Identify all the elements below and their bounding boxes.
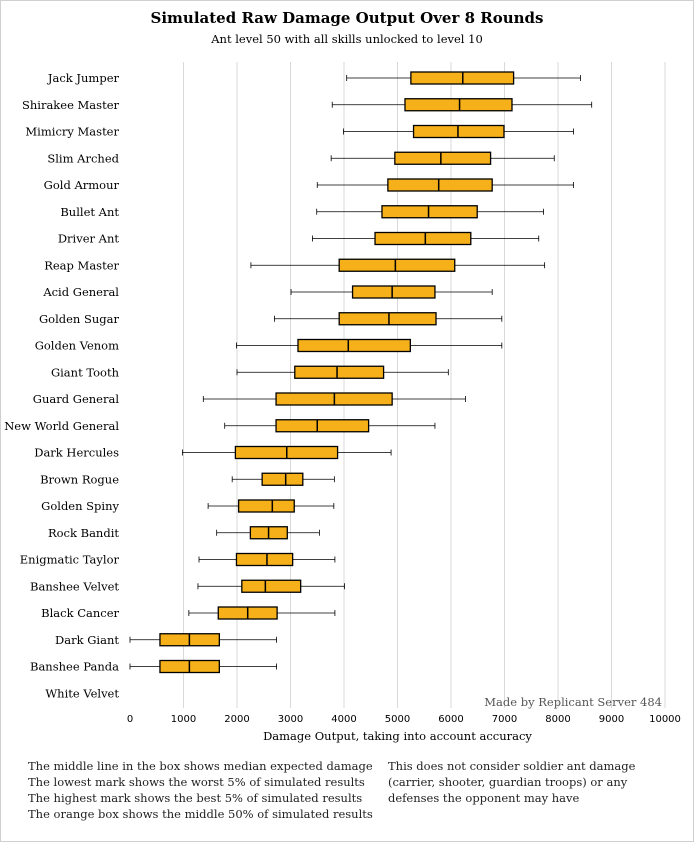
x-tick-label: 5000 [385, 714, 410, 725]
category-label: Dark Hercules [34, 446, 119, 460]
category-label: Brown Rogue [40, 472, 119, 486]
category-label: Guard General [33, 392, 120, 406]
note-line: The middle line in the box shows median … [28, 759, 373, 773]
category-label: Driver Ant [58, 232, 120, 246]
x-tick-label: 0 [127, 714, 133, 725]
category-label: Slim Arched [47, 151, 119, 165]
category-label: Rock Bandit [48, 526, 119, 540]
category-label: Mimicry Master [25, 125, 119, 139]
note-line: The orange box shows the middle 50% of s… [28, 807, 373, 821]
category-label: Golden Venom [35, 339, 119, 353]
category-label: Acid General [42, 285, 119, 299]
notes-left: The middle line in the box shows median … [28, 758, 373, 822]
iqr-box [394, 151, 492, 165]
note-line: defenses the opponent may have [388, 791, 580, 805]
category-label: Banshee Velvet [30, 579, 119, 593]
notes-right: This does not consider soldier ant damag… [388, 758, 668, 806]
watermark: Made by Replicant Server 484 [484, 695, 662, 709]
category-label: New World General [4, 419, 119, 433]
x-tick-label: 8000 [545, 714, 570, 725]
iqr-box [387, 178, 493, 192]
iqr-box [237, 499, 295, 513]
x-tick-label: 7000 [492, 714, 517, 725]
iqr-box [351, 285, 436, 299]
iqr-box [297, 338, 411, 353]
iqr-box [374, 231, 472, 246]
iqr-box [241, 579, 302, 593]
category-label: Golden Spiny [41, 499, 119, 513]
iqr-box [261, 472, 304, 486]
iqr-box [381, 205, 478, 219]
category-label: Jack Jumper [47, 71, 120, 85]
iqr-box [338, 312, 437, 326]
note-line: The highest mark shows the best 5% of si… [28, 791, 363, 805]
category-label: Reap Master [44, 258, 119, 272]
x-tick-label: 9000 [599, 714, 624, 725]
iqr-box [412, 124, 505, 139]
x-tick-label: 2000 [224, 714, 249, 725]
iqr-box [294, 365, 385, 379]
x-tick-label: 6000 [438, 714, 463, 725]
iqr-box [338, 258, 456, 272]
category-label: Dark Giant [55, 633, 119, 647]
note-line: This does not consider soldier ant damag… [388, 759, 636, 773]
category-label: Gold Armour [44, 178, 120, 192]
iqr-box [235, 552, 294, 567]
category-label: Banshee Panda [30, 660, 119, 674]
iqr-box [404, 98, 513, 112]
x-tick-label: 1000 [171, 714, 196, 725]
x-axis-label: Damage Output, taking into account accur… [263, 729, 532, 743]
chart-title: Simulated Raw Damage Output Over 8 Round… [150, 9, 544, 27]
note-line: The lowest mark shows the worst 5% of si… [28, 775, 365, 789]
x-tick-label: 10000 [649, 714, 681, 725]
note-line: (carrier, shooter, guardian troops) or a… [388, 775, 628, 789]
category-label: Giant Tooth [51, 365, 120, 379]
category-label: Golden Sugar [39, 312, 120, 326]
chart-subtitle: Ant level 50 with all skills unlocked to… [211, 32, 483, 46]
category-label: White Velvet [45, 686, 119, 700]
category-label: Enigmatic Taylor [20, 553, 120, 567]
category-label: Bullet Ant [60, 205, 119, 219]
category-label: Shirakee Master [22, 98, 120, 112]
x-tick-label: 3000 [278, 714, 303, 725]
category-label: Black Cancer [41, 606, 119, 620]
x-tick-label: 4000 [331, 714, 356, 725]
iqr-box [275, 419, 370, 433]
